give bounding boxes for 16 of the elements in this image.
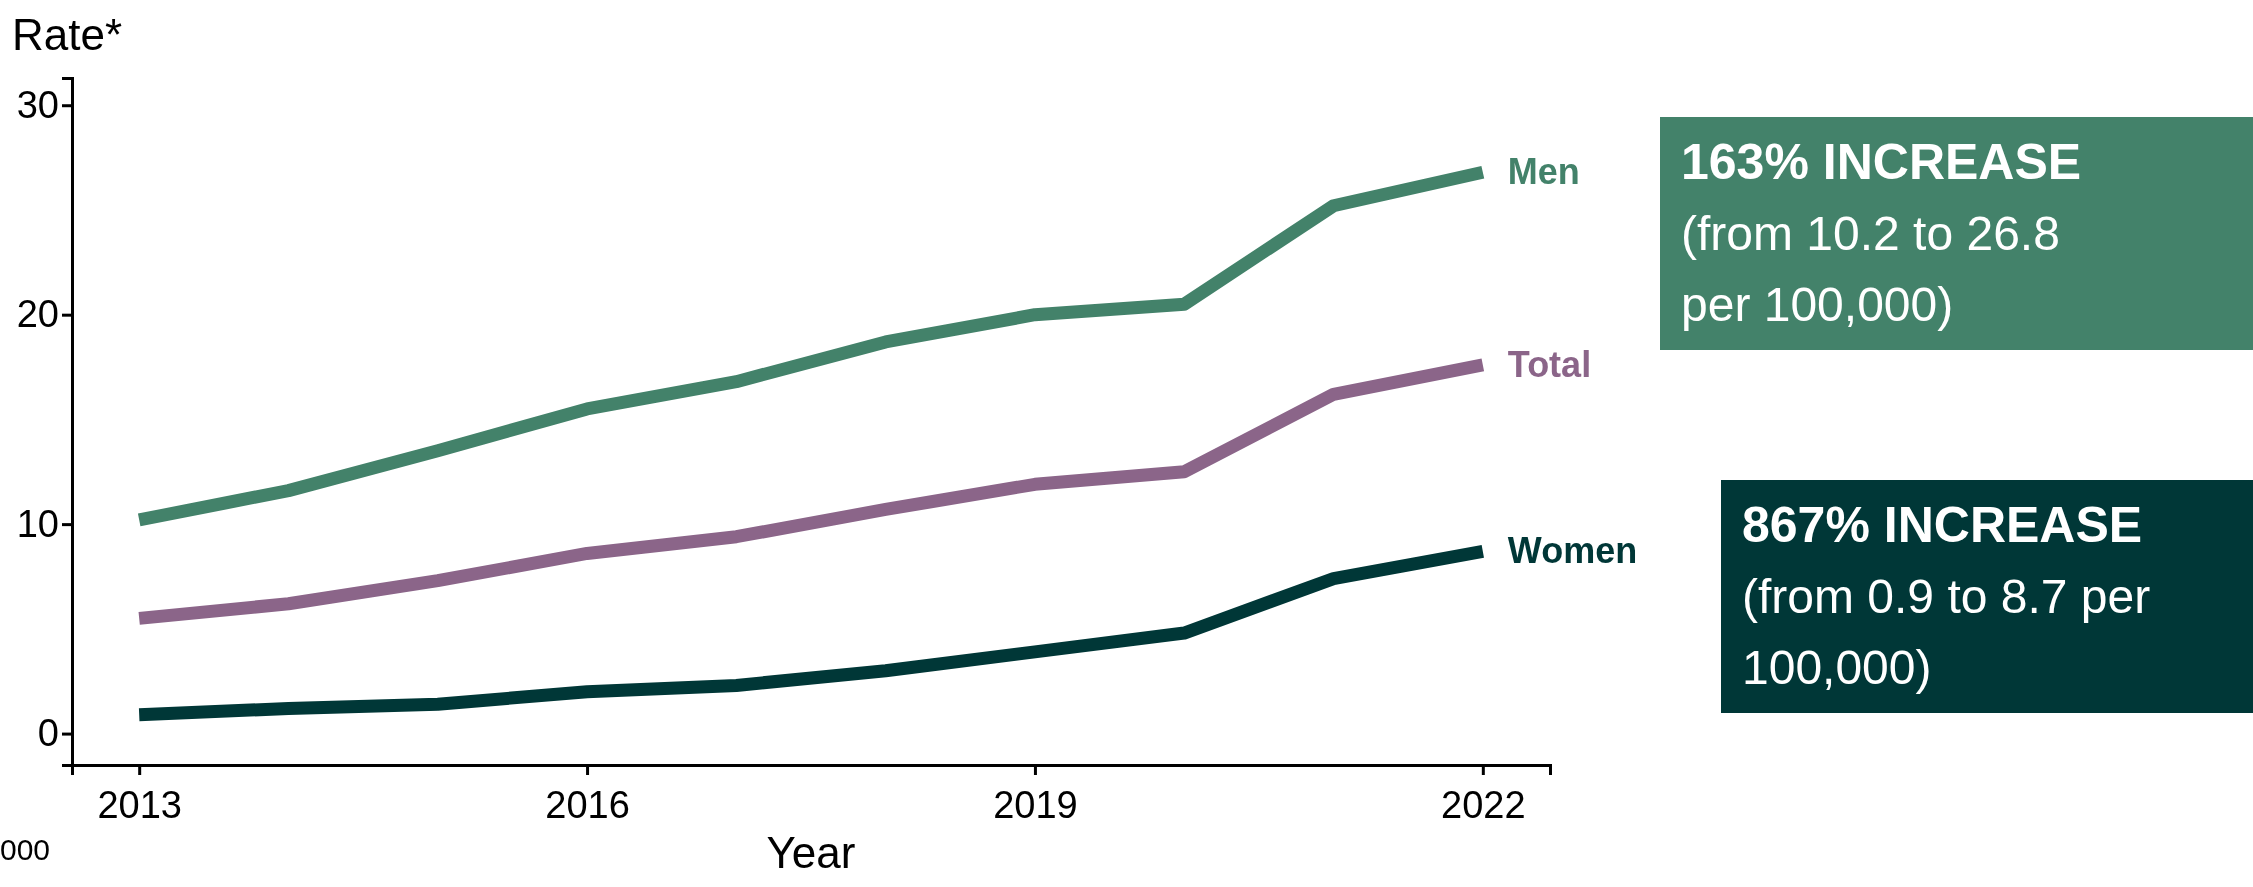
- x-tick-label: 2016: [545, 783, 630, 826]
- y-tick-label: 20: [16, 293, 59, 336]
- y-tick-label: 0: [37, 712, 59, 755]
- text: 163% INCREASE (from 10.2 to 26.8 per 100,000): [1681, 134, 2082, 331]
- text: 867% INCREASE (from 0.9 to 8.7 per 100,000): [1742, 497, 2151, 694]
- x-tick-label: 2019: [993, 783, 1078, 826]
- x-tick-label: 2022: [1441, 783, 1526, 826]
- y-tick-label: 10: [16, 502, 59, 545]
- series-label: Women: [1507, 530, 1638, 572]
- y-tick-label: 30: [16, 83, 59, 126]
- x-tick-label: 2013: [97, 783, 182, 826]
- text: 000: [0, 833, 51, 866]
- series-label: Men: [1507, 151, 1580, 193]
- y-axis-title: Rate*: [12, 10, 123, 59]
- series-label: Total: [1507, 343, 1592, 385]
- x-axis-title: Year: [766, 828, 856, 877]
